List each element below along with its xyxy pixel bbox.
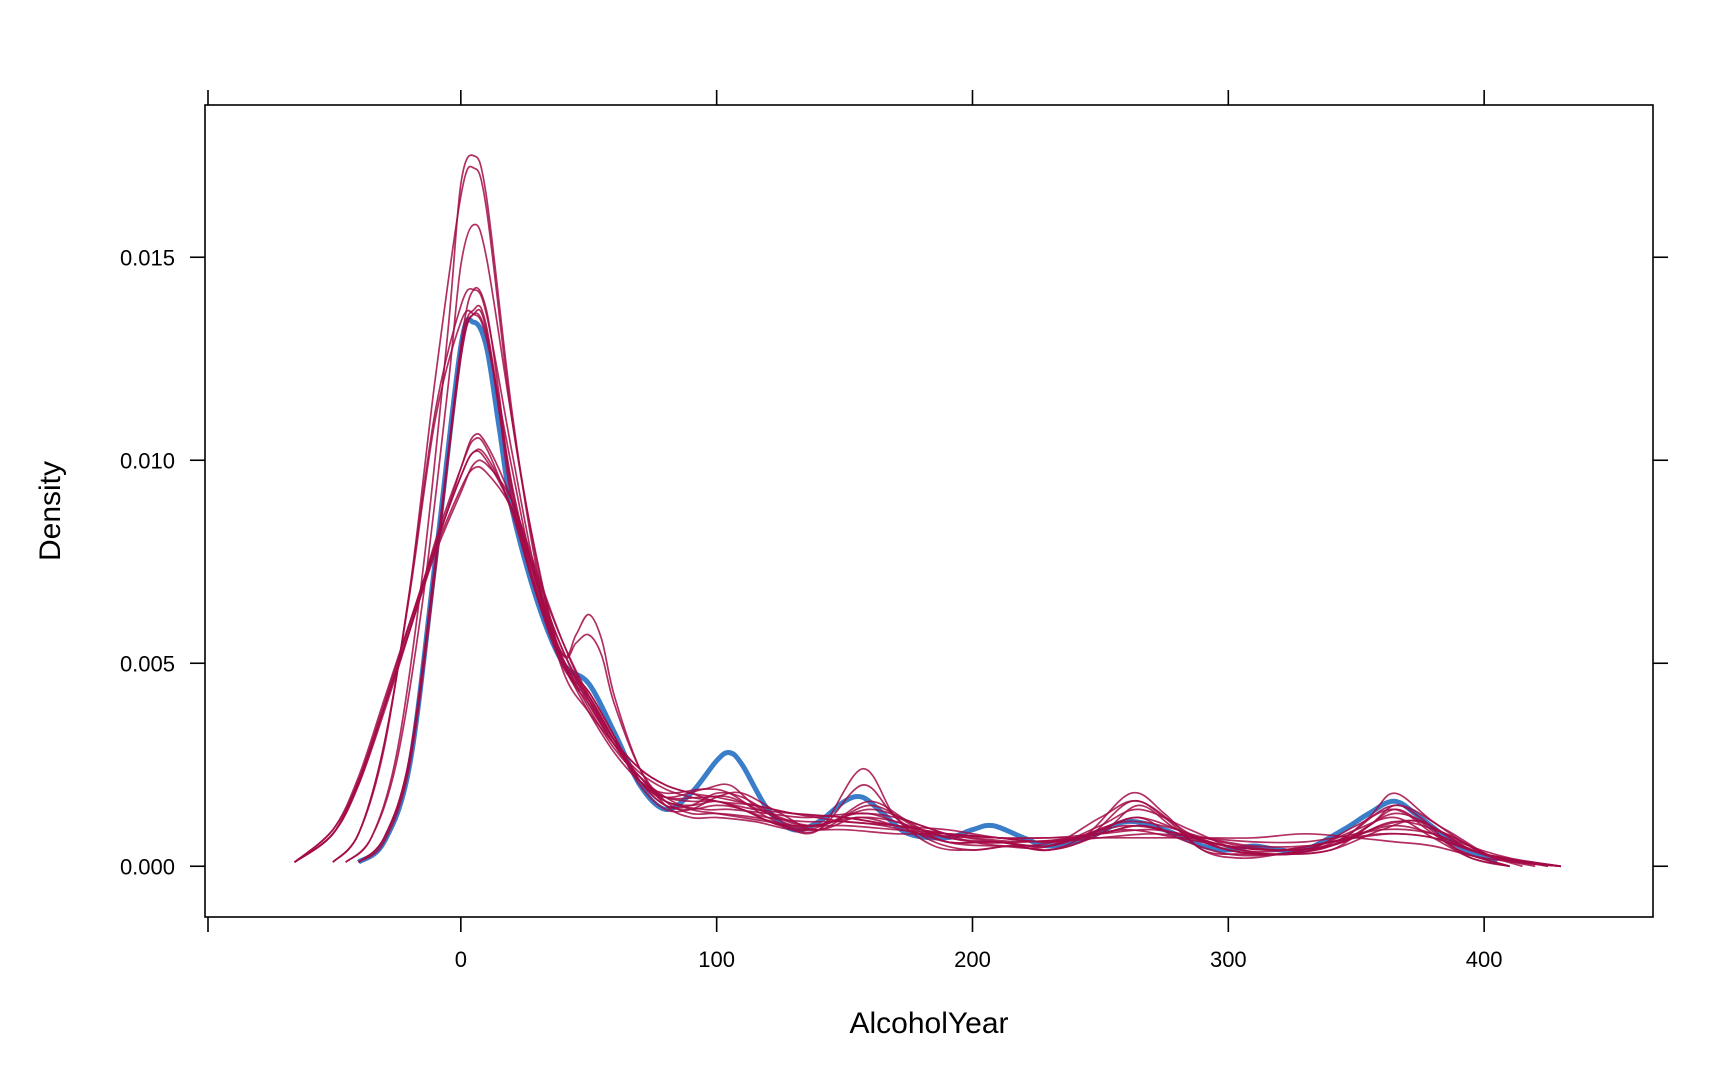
y-tick-label-1: 0.005: [120, 651, 175, 676]
imputed-density-line-2: [345, 154, 1536, 868]
series-layer: [293, 154, 1562, 868]
y-axis-title: Density: [34, 461, 67, 561]
imputed-density-line-5: [332, 309, 1549, 868]
x-tick-label-400: 400: [1466, 947, 1503, 972]
x-tick-label-0: 0: [455, 947, 467, 972]
x-axis-title: AlcoholYear: [849, 1007, 1008, 1040]
imputed-density-line-11: [293, 459, 1562, 868]
imputed-density-line-6: [293, 432, 1562, 868]
observed-density-line: [356, 316, 1498, 865]
y-tick-label-0: 0.000: [120, 854, 175, 879]
imputed-density-line-4: [332, 287, 1549, 868]
imputed-density-line-8: [293, 465, 1561, 868]
tick-layer: 0 100 200 300 400 0.000 0.005 0.010 0.015: [120, 90, 1668, 972]
imputed-density-line-7: [293, 450, 1562, 868]
x-tick-label-100: 100: [698, 947, 735, 972]
x-tick-label-200: 200: [954, 947, 991, 972]
imputed-density-line-10: [293, 448, 1562, 868]
x-tick-label-300: 300: [1210, 947, 1247, 972]
imputed-density-line-9: [293, 436, 1562, 868]
imputed-density-line-15: [357, 308, 1510, 868]
y-tick-label-2: 0.010: [120, 448, 175, 473]
plot-frame: [204, 104, 1654, 918]
y-tick-label-3: 0.015: [120, 245, 175, 270]
imputed-density-line-13: [357, 286, 1510, 868]
